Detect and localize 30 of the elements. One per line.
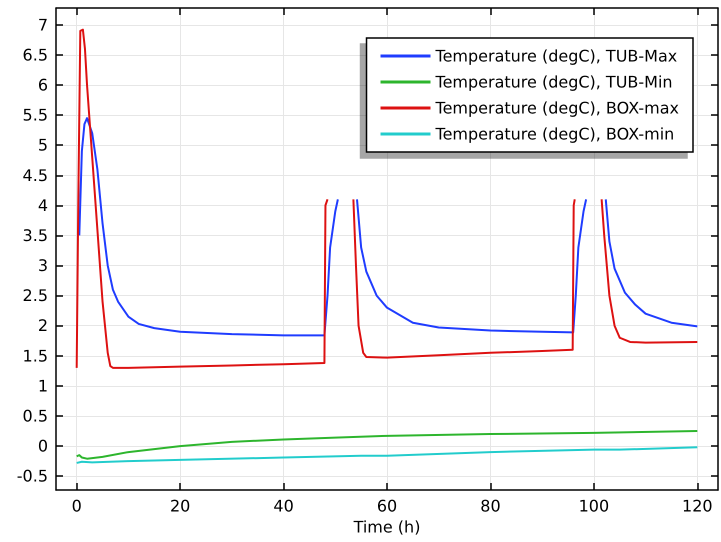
x-tick-label: 40 [273, 496, 294, 516]
y-tick-label: 6.5 [22, 45, 48, 64]
line-series [76, 430, 698, 460]
y-tick-label: 4 [38, 196, 48, 215]
x-axis-title: Time (h) [352, 517, 420, 536]
y-tick-label: 1 [38, 376, 48, 396]
line-series [76, 446, 698, 464]
legend-label: Temperature (degC), BOX-max [434, 98, 679, 118]
x-tick-label: 20 [170, 496, 190, 516]
y-tick-label: 0 [38, 436, 48, 456]
y-tick-label: 7 [38, 15, 48, 34]
y-tick-label: 4.5 [22, 166, 48, 185]
y-tick-label: -0.5 [16, 466, 48, 486]
y-tick-label: 2.5 [22, 286, 48, 306]
legend-label: Temperature (degC), BOX-min [434, 124, 674, 144]
x-tick-label: 120 [682, 496, 713, 516]
y-tick-label: 0.5 [22, 406, 48, 426]
y-tick-label: 6 [38, 76, 48, 95]
x-tick-label: 100 [578, 496, 610, 516]
legend-label: Temperature (degC), TUB-Min [434, 72, 673, 92]
x-tick-label: 60 [376, 496, 398, 516]
y-tick-label: 2 [38, 316, 48, 336]
y-tick-label: 3 [38, 256, 48, 276]
y-tick-label: 1.5 [22, 346, 48, 366]
y-tick-label: 3.5 [22, 226, 48, 245]
y-tick-label: 5 [38, 136, 48, 155]
legend-label: Temperature (degC), TUB-Max [434, 46, 678, 66]
y-tick-label: 5.5 [22, 106, 48, 125]
x-tick-label: 80 [480, 496, 501, 516]
x-tick-label: 0 [72, 496, 82, 516]
